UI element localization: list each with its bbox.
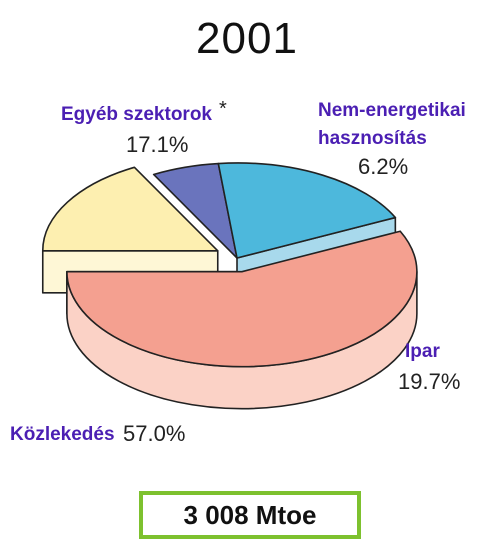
slice-label-egyeb-szektorok: Egyéb szektorok [61,104,212,125]
slice-value-egyeb-szektorok: 17.1% [126,132,189,157]
slice-value-nem-energetikai: 6.2% [358,154,409,179]
slice-marker-egyeb-szektorok: * [219,98,227,120]
slice-label-ipar: Ipar [405,341,440,362]
slice-value-ipar: 19.7% [398,369,461,394]
slice-value-kozlekedes: 57.0% [123,421,186,446]
pie-slice-ipar [217,162,397,259]
slice-label-kozlekedes: Közlekedés [10,424,115,445]
pie-slice-kozlekedes [66,230,418,368]
slice-label-nem-energetikai-line1: Nem-energetikai [318,100,466,121]
pie-slice-egyeb-szektorok [41,166,219,252]
total-energy-box: 3 008 Mtoe [139,491,361,539]
slice-label-nem-energetikai-line2: hasznosítás [318,128,427,149]
chart-title: 2001 [196,14,298,63]
